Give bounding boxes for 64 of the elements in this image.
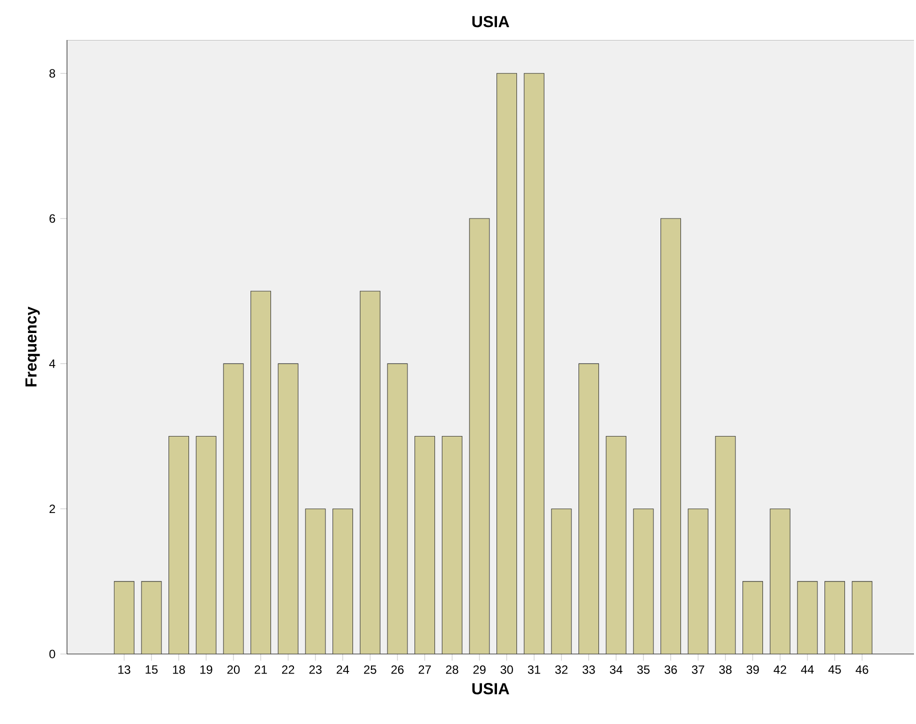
x-tick-label: 38 — [719, 665, 732, 674]
bar — [196, 436, 216, 654]
bar — [578, 363, 600, 654]
bar — [332, 508, 354, 654]
x-tick-label: 33 — [582, 665, 595, 674]
bar — [305, 508, 326, 654]
bar — [414, 436, 436, 654]
bar — [824, 581, 845, 654]
chart-title: USIA — [472, 16, 510, 28]
bar — [223, 363, 244, 654]
x-tick-label: 26 — [391, 665, 404, 674]
x-axis-title: USIA — [472, 683, 510, 694]
bar — [852, 581, 872, 654]
x-tick-label: 15 — [146, 665, 158, 674]
x-tick-label: 18 — [173, 665, 185, 674]
y-tick-label: 0 — [49, 650, 56, 658]
y-tick-label: 6 — [50, 214, 56, 223]
bar — [114, 581, 134, 654]
x-tick-label: 44 — [801, 665, 814, 674]
x-tick-label: 30 — [500, 665, 513, 674]
x-tick-label: 32 — [555, 665, 568, 674]
x-tick-label: 22 — [282, 665, 294, 674]
bar — [606, 436, 626, 654]
x-tick-label: 23 — [309, 665, 322, 674]
x-tick-label: 24 — [336, 665, 350, 674]
x-tick-label: 46 — [856, 665, 868, 674]
bar — [633, 508, 654, 654]
x-tick-label: 19 — [200, 665, 212, 674]
bar — [551, 508, 572, 654]
bar — [278, 363, 298, 654]
bar — [360, 290, 380, 654]
bar — [688, 508, 708, 654]
bar — [496, 73, 518, 654]
bar — [469, 218, 490, 654]
bar — [168, 436, 190, 654]
x-tick-label: 34 — [610, 665, 622, 674]
x-tick-label: 21 — [254, 665, 267, 674]
bar — [742, 581, 764, 654]
x-tick-label: 42 — [774, 665, 786, 674]
bar — [797, 581, 818, 654]
bar — [387, 363, 408, 654]
x-tick-label: 36 — [664, 665, 677, 674]
bar — [524, 73, 544, 654]
x-tick-label: 35 — [637, 665, 650, 674]
bar — [660, 218, 682, 654]
y-tick-label: 4 — [49, 360, 56, 368]
y-tick-label: 8 — [49, 69, 56, 78]
bar — [715, 436, 736, 654]
x-tick-label: 29 — [473, 665, 486, 674]
x-tick-label: 25 — [364, 665, 376, 674]
bar — [141, 581, 162, 654]
bar — [442, 436, 462, 654]
y-tick-label: 2 — [50, 504, 56, 514]
bar — [250, 290, 272, 654]
x-tick-label: 45 — [828, 665, 841, 674]
x-tick-label: 37 — [692, 665, 704, 674]
x-tick-label: 28 — [446, 665, 458, 674]
bar — [770, 508, 790, 654]
x-tick-label: 20 — [227, 665, 240, 674]
x-tick-label: 31 — [528, 665, 540, 674]
x-tick-label: 39 — [746, 665, 759, 674]
x-tick-label: 13 — [118, 665, 130, 674]
x-tick-label: 27 — [418, 665, 431, 674]
y-axis-title: Frequency — [25, 306, 40, 386]
